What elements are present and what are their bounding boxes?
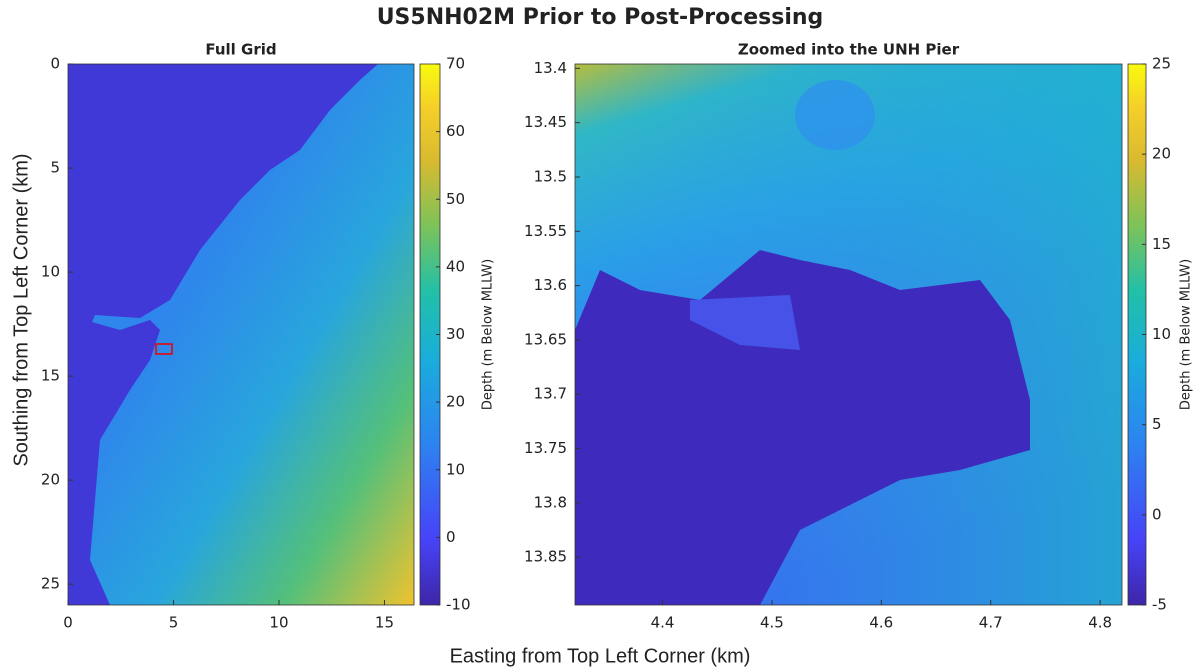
subplot-title: Zoomed into the UNH Pier xyxy=(738,41,960,59)
colorbar-tick-label: 5 xyxy=(1152,415,1162,433)
y-tick-label: 15 xyxy=(41,367,60,385)
x-tick-label: 15 xyxy=(375,614,394,632)
y-tick-label: 13.65 xyxy=(524,330,567,348)
colorbar-tick-label: 40 xyxy=(446,257,465,275)
colorbar-label: Depth (m Below MLLW) xyxy=(481,259,496,410)
colorbar-tick-label: 20 xyxy=(446,393,465,411)
heatmap-image-full xyxy=(68,64,414,605)
x-tick-label: 5 xyxy=(169,614,179,632)
y-tick-label: 13.55 xyxy=(524,222,567,240)
colorbar-tick-label: 10 xyxy=(1152,325,1171,343)
colorbar-tick-label: 20 xyxy=(1152,145,1171,163)
y-tick-label: 13.75 xyxy=(524,439,567,457)
colorbar-tick-label: 70 xyxy=(446,55,465,73)
figure-title: US5NH02M Prior to Post-Processing xyxy=(377,5,824,30)
y-tick-label: 13.7 xyxy=(534,385,567,403)
y-tick-label: 13.6 xyxy=(534,276,567,294)
x-tick-label: 4.7 xyxy=(979,614,1003,632)
x-tick-label: 4.8 xyxy=(1088,614,1112,632)
colorbar-tick-label: 30 xyxy=(446,325,465,343)
colorbar-tick-label: 50 xyxy=(446,190,465,208)
y-tick-label: 13.85 xyxy=(524,548,567,566)
colorbar-tick-label: 10 xyxy=(446,460,465,478)
y-tick-label: 13.45 xyxy=(524,113,567,131)
x-tick-label: 4.4 xyxy=(651,614,675,632)
y-tick-label: 13.4 xyxy=(534,59,567,77)
y-tick-label: 13.8 xyxy=(534,493,567,511)
colorbar-tick-label: -10 xyxy=(446,596,471,614)
colorbar-tick-label: 25 xyxy=(1152,55,1171,73)
x-tick-label: 4.6 xyxy=(869,614,893,632)
y-tick-label: 10 xyxy=(41,263,60,281)
x-axis-title: Easting from Top Left Corner (km) xyxy=(450,645,751,667)
x-tick-label: 0 xyxy=(63,614,73,632)
y-tick-label: 25 xyxy=(41,575,60,593)
heatmap-image-zoom xyxy=(575,64,1122,605)
colorbar-tick-label: -5 xyxy=(1152,596,1167,614)
y-axis-title: Southing from Top Left Corner (km) xyxy=(10,153,32,466)
y-tick-label: 5 xyxy=(50,159,60,177)
y-tick-label: 13.5 xyxy=(534,167,567,185)
colorbar-tick-label: 15 xyxy=(1152,235,1171,253)
colorbar-tick-label: 0 xyxy=(1152,505,1162,523)
y-tick-label: 0 xyxy=(50,55,60,73)
subplot-title: Full Grid xyxy=(205,41,276,59)
x-tick-label: 10 xyxy=(269,614,288,632)
figure: US5NH02M Prior to Post-Processing Eastin… xyxy=(0,0,1200,672)
y-tick-label: 20 xyxy=(41,471,60,489)
colorbar-tick-label: 60 xyxy=(446,122,465,140)
colorbar-label: Depth (m Below MLLW) xyxy=(1179,259,1194,410)
colorbar-tick-label: 0 xyxy=(446,528,456,546)
x-tick-label: 4.5 xyxy=(760,614,784,632)
